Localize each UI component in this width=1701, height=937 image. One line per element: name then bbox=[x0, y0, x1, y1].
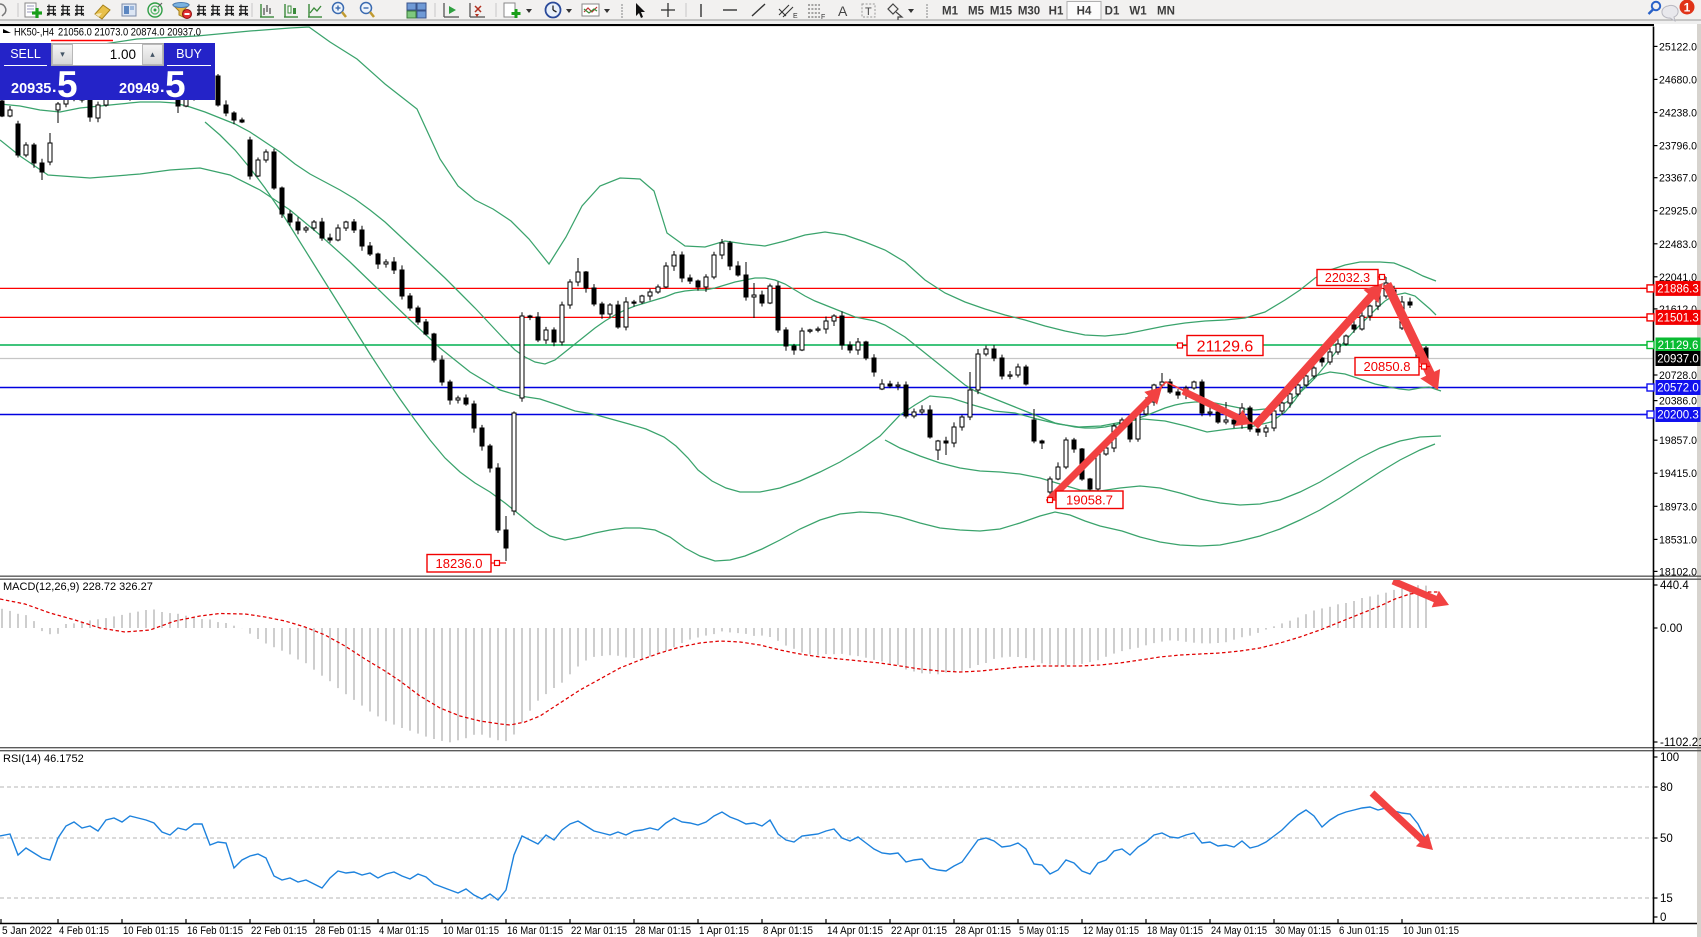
svg-text:21056.0 21073.0 20874.0 20937.: 21056.0 21073.0 20874.0 20937.0 bbox=[58, 27, 201, 39]
svg-text:24238.0: 24238.0 bbox=[1659, 108, 1697, 120]
svg-text:0: 0 bbox=[1660, 912, 1666, 924]
svg-text:22032.3: 22032.3 bbox=[1325, 271, 1370, 285]
svg-text:H1: H1 bbox=[1049, 6, 1064, 18]
svg-text:20937.0: 20937.0 bbox=[1657, 354, 1699, 366]
svg-text:20572.0: 20572.0 bbox=[1657, 383, 1699, 395]
svg-text:28 Mar 01:15: 28 Mar 01:15 bbox=[635, 925, 691, 937]
svg-text:M5: M5 bbox=[968, 6, 985, 18]
svg-text:5 May 01:15: 5 May 01:15 bbox=[1019, 925, 1069, 937]
svg-text:18102.0: 18102.0 bbox=[1659, 566, 1697, 578]
svg-text:20386.0: 20386.0 bbox=[1659, 396, 1697, 408]
svg-text:20200.3: 20200.3 bbox=[1657, 410, 1699, 422]
svg-text:10 Feb 01:15: 10 Feb 01:15 bbox=[123, 925, 179, 937]
svg-text:100: 100 bbox=[1660, 752, 1679, 764]
svg-text:D1: D1 bbox=[1105, 6, 1120, 18]
svg-text:19058.7: 19058.7 bbox=[1066, 492, 1113, 507]
svg-text:28 Apr 01:15: 28 Apr 01:15 bbox=[955, 925, 1011, 937]
svg-text:15: 15 bbox=[1660, 893, 1673, 905]
svg-text:5 Jan 2022: 5 Jan 2022 bbox=[2, 925, 52, 937]
svg-text:23367.0: 23367.0 bbox=[1659, 173, 1697, 185]
svg-text:RSI(14) 46.1752: RSI(14) 46.1752 bbox=[3, 753, 84, 765]
svg-text:MACD(12,26,9) 228.72 326.27: MACD(12,26,9) 228.72 326.27 bbox=[3, 581, 153, 593]
svg-text:21129.6: 21129.6 bbox=[1197, 338, 1254, 355]
svg-text:4 Mar 01:15: 4 Mar 01:15 bbox=[379, 925, 429, 937]
svg-text:10 Jun 01:15: 10 Jun 01:15 bbox=[1403, 925, 1459, 937]
svg-text:24 May 01:15: 24 May 01:15 bbox=[1211, 925, 1267, 937]
svg-text:19415.0: 19415.0 bbox=[1659, 468, 1697, 480]
svg-text:0.00: 0.00 bbox=[1660, 623, 1682, 635]
svg-text:4 Feb 01:15: 4 Feb 01:15 bbox=[59, 925, 109, 937]
svg-text:80: 80 bbox=[1660, 782, 1673, 794]
svg-text:21501.3: 21501.3 bbox=[1657, 313, 1699, 325]
svg-text:22 Feb 01:15: 22 Feb 01:15 bbox=[251, 925, 307, 937]
svg-text:A: A bbox=[838, 3, 848, 19]
svg-text:25122.0: 25122.0 bbox=[1659, 41, 1697, 53]
svg-text:14 Apr 01:15: 14 Apr 01:15 bbox=[827, 925, 883, 937]
svg-text:6 Jun 01:15: 6 Jun 01:15 bbox=[1339, 925, 1389, 937]
svg-text:M15: M15 bbox=[990, 6, 1013, 18]
svg-text:28 Feb 01:15: 28 Feb 01:15 bbox=[315, 925, 371, 937]
svg-text:W1: W1 bbox=[1129, 6, 1147, 18]
svg-text:H4: H4 bbox=[1077, 6, 1092, 18]
svg-text:24680.0: 24680.0 bbox=[1659, 74, 1697, 86]
svg-text:8 Apr 01:15: 8 Apr 01:15 bbox=[763, 925, 813, 937]
svg-text:1: 1 bbox=[1684, 0, 1691, 14]
svg-text:M30: M30 bbox=[1018, 6, 1040, 18]
svg-text:16 Feb 01:15: 16 Feb 01:15 bbox=[187, 925, 243, 937]
svg-text:1 Apr 01:15: 1 Apr 01:15 bbox=[699, 925, 749, 937]
svg-text:22 Mar 01:15: 22 Mar 01:15 bbox=[571, 925, 627, 937]
svg-text:E: E bbox=[793, 13, 798, 20]
svg-text:16 Mar 01:15: 16 Mar 01:15 bbox=[507, 925, 563, 937]
svg-text:-1102.21: -1102.21 bbox=[1660, 737, 1701, 749]
svg-text:18236.0: 18236.0 bbox=[436, 556, 483, 571]
svg-text:19857.0: 19857.0 bbox=[1659, 435, 1697, 447]
svg-text:20850.8: 20850.8 bbox=[1364, 359, 1411, 374]
svg-text:22 Apr 01:15: 22 Apr 01:15 bbox=[891, 925, 947, 937]
svg-text:22925.0: 22925.0 bbox=[1659, 206, 1697, 218]
svg-text:18973.0: 18973.0 bbox=[1659, 501, 1697, 513]
svg-text:12 May 01:15: 12 May 01:15 bbox=[1083, 925, 1139, 937]
svg-text:50: 50 bbox=[1660, 833, 1673, 845]
svg-text:21886.3: 21886.3 bbox=[1657, 284, 1699, 296]
svg-text:HK50-,H4: HK50-,H4 bbox=[14, 27, 54, 39]
svg-text:M1: M1 bbox=[942, 6, 959, 18]
svg-text:22483.0: 22483.0 bbox=[1659, 239, 1697, 251]
svg-text:20728.0: 20728.0 bbox=[1659, 370, 1697, 382]
svg-text:T: T bbox=[865, 6, 872, 18]
svg-text:30 May 01:15: 30 May 01:15 bbox=[1275, 925, 1331, 937]
svg-text:18531.0: 18531.0 bbox=[1659, 534, 1697, 546]
svg-text:21129.6: 21129.6 bbox=[1658, 340, 1699, 352]
svg-text:18 May 01:15: 18 May 01:15 bbox=[1147, 925, 1203, 937]
svg-text:23796.0: 23796.0 bbox=[1659, 141, 1697, 153]
svg-text:22041.0: 22041.0 bbox=[1659, 272, 1697, 284]
svg-text:440.4: 440.4 bbox=[1660, 580, 1689, 592]
svg-text:10 Mar 01:15: 10 Mar 01:15 bbox=[443, 925, 499, 937]
svg-text:F: F bbox=[821, 14, 825, 21]
svg-text:MN: MN bbox=[1157, 6, 1175, 18]
